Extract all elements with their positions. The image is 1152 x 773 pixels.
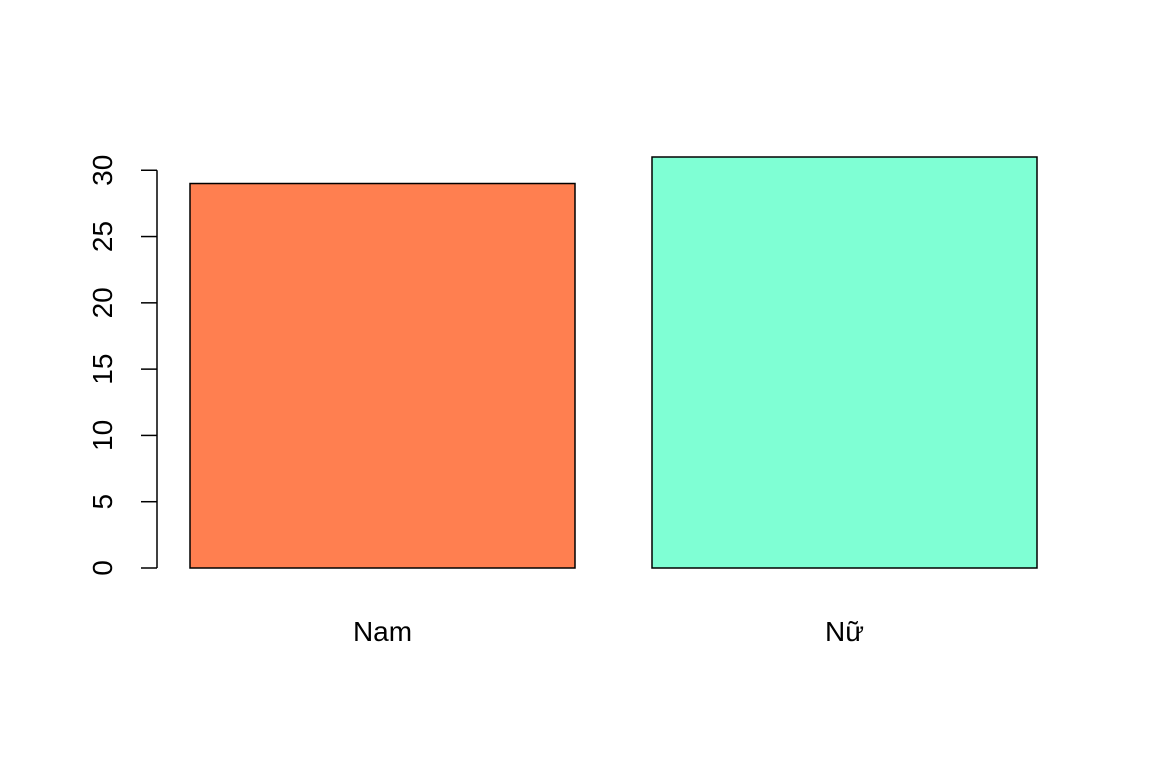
x-axis-labels: Nam Nữ xyxy=(353,616,864,647)
y-tick-label: 10 xyxy=(87,420,118,451)
x-tick-label: Nữ xyxy=(825,616,864,647)
y-tick-label: 15 xyxy=(87,354,118,385)
y-tick-label: 5 xyxy=(87,494,118,510)
bar-nữ xyxy=(651,156,1038,569)
bars-layer xyxy=(189,156,1038,569)
y-tick-label: 25 xyxy=(87,221,118,252)
y-tick-label: 20 xyxy=(87,287,118,318)
x-tick-label: Nam xyxy=(353,616,412,647)
y-tick-label: 30 xyxy=(87,155,118,186)
y-axis: 0 5 10 15 20 25 30 xyxy=(87,155,158,576)
bar-nam xyxy=(189,182,576,569)
y-tick-label: 0 xyxy=(87,560,118,576)
